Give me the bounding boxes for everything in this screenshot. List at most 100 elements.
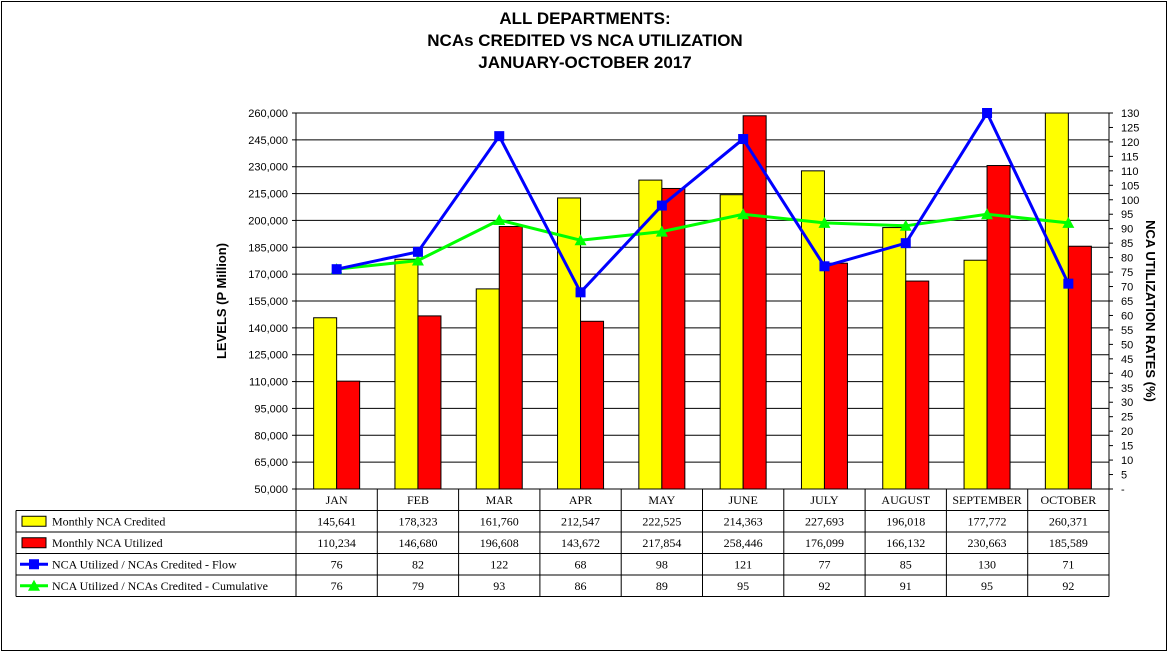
x-category-label: JAN [326, 493, 348, 507]
y2-tick-label: 30 [1121, 397, 1133, 409]
cumulative-point [655, 225, 668, 237]
y2-tick-label: 95 [1121, 209, 1133, 221]
table-cell-value: 176,099 [805, 536, 844, 550]
y-tick-label: 260,000 [248, 108, 288, 120]
cumulative-point [574, 234, 587, 246]
y-tick-label: 95,000 [254, 403, 288, 415]
table-cell-value: 110,234 [317, 536, 356, 550]
y2-tick-label: 55 [1121, 325, 1133, 337]
table-cell-value: 92 [818, 579, 830, 593]
table-cell-value: 98 [656, 557, 668, 571]
y-tick-label: 65,000 [254, 457, 288, 469]
y-tick-label: 170,000 [248, 269, 288, 281]
table-cell-value: 76 [331, 557, 343, 571]
legend-label: Monthly NCA Utilized [52, 536, 163, 550]
y2-tick-label: 90 [1121, 224, 1133, 236]
flow-point [494, 131, 505, 142]
y2-tick-label: 85 [1121, 238, 1133, 250]
cumulative-point [1062, 216, 1075, 228]
y2-tick-label: 35 [1121, 383, 1133, 395]
table-cell-value: 230,663 [968, 536, 1007, 550]
x-category-label: JUNE [728, 493, 757, 507]
x-category-label: MAR [486, 493, 513, 507]
chart-title-line-3: JANUARY-OCTOBER 2017 [478, 53, 692, 72]
table-cell-value: 79 [412, 579, 424, 593]
y-tick-label: 230,000 [248, 162, 288, 174]
y2-tick-label: 60 [1121, 310, 1133, 322]
table-cell-value: 77 [818, 557, 830, 571]
legend-key-utilized [21, 537, 47, 549]
table-cell-value: 130 [978, 557, 996, 571]
x-category-label: JULY [810, 493, 838, 507]
bar-utilized [417, 315, 442, 490]
bar-credited [394, 258, 419, 490]
bar-credited [719, 194, 744, 490]
y-tick-label: 245,000 [248, 135, 288, 147]
table-cell-value: 145,641 [317, 514, 356, 528]
y-tick-label: 125,000 [248, 350, 288, 362]
flow-point [900, 238, 911, 249]
table-cell-value: 214,363 [724, 514, 763, 528]
y2-tick-label: 40 [1121, 368, 1133, 380]
table-cell-value: 177,772 [968, 514, 1007, 528]
table-cell-value: 212,547 [561, 514, 600, 528]
x-category-label: AUGUST [881, 493, 930, 507]
bar-utilized [336, 380, 361, 490]
legend-key-credited [21, 515, 47, 527]
bar-credited [313, 317, 338, 490]
flow-point [738, 134, 749, 145]
bar-utilized [580, 320, 605, 490]
table-cell-value: 146,680 [398, 536, 437, 550]
flow-point [412, 246, 423, 257]
y-tick-label: 140,000 [248, 323, 288, 335]
y2-tick-label: 50 [1121, 339, 1133, 351]
y-tick-label: 80,000 [254, 430, 288, 442]
x-category-label: OCTOBER [1040, 493, 1096, 507]
table-cell-value: 217,854 [642, 536, 681, 550]
y2-tick-label: 10 [1121, 455, 1133, 467]
table-cell-value: 121 [734, 557, 752, 571]
bar-credited [475, 288, 500, 490]
y2-tick-label: 80 [1121, 253, 1133, 265]
table-cell-value: 196,608 [480, 536, 519, 550]
flow-point [1063, 278, 1074, 289]
y2-tick-label: 130 [1121, 108, 1139, 120]
table-cell-value: 91 [900, 579, 912, 593]
table-cell-value: 143,672 [561, 536, 600, 550]
flow-point [982, 108, 993, 118]
cumulative-point [737, 208, 750, 220]
table-cell-value: 258,446 [724, 536, 763, 550]
table-cell-value: 93 [493, 579, 505, 593]
legend-key-cumulative-marker [28, 579, 40, 591]
bar-credited [800, 170, 825, 490]
table-cell-value: 178,323 [398, 514, 437, 528]
table-cell-value: 166,132 [886, 536, 925, 550]
y2-tick-label: 75 [1121, 267, 1133, 279]
table-cell-value: 122 [490, 557, 508, 571]
x-category-label: SEPTEMBER [952, 493, 1021, 507]
table-cell-value: 71 [1062, 557, 1074, 571]
table-cell-value: 227,693 [805, 514, 844, 528]
flow-line [336, 109, 1070, 295]
table-cell-value: 161,760 [480, 514, 519, 528]
x-category-label: APR [569, 493, 592, 507]
chart-title-line-1: ALL DEPARTMENTS: [499, 9, 671, 28]
legend-label: NCA Utilized / NCAs Credited - Flow [52, 557, 237, 571]
legend-label: Monthly NCA Credited [52, 514, 165, 528]
y2-tick-label: 15 [1121, 441, 1133, 453]
bar-credited [963, 259, 988, 490]
legend-label: NCA Utilized / NCAs Credited - Cumulativ… [52, 579, 268, 593]
y2-tick-label: 25 [1121, 412, 1133, 424]
cumulative-point [493, 214, 506, 226]
cumulative-point [981, 208, 994, 220]
flow-point [331, 264, 342, 275]
y-tick-label: 200,000 [248, 215, 288, 227]
cumulative-line [336, 212, 1069, 271]
cumulative-point [411, 254, 424, 266]
flow-point [575, 287, 586, 298]
bar-utilized [498, 226, 523, 490]
table-cell-value: 95 [981, 579, 993, 593]
flow-point [656, 200, 667, 211]
